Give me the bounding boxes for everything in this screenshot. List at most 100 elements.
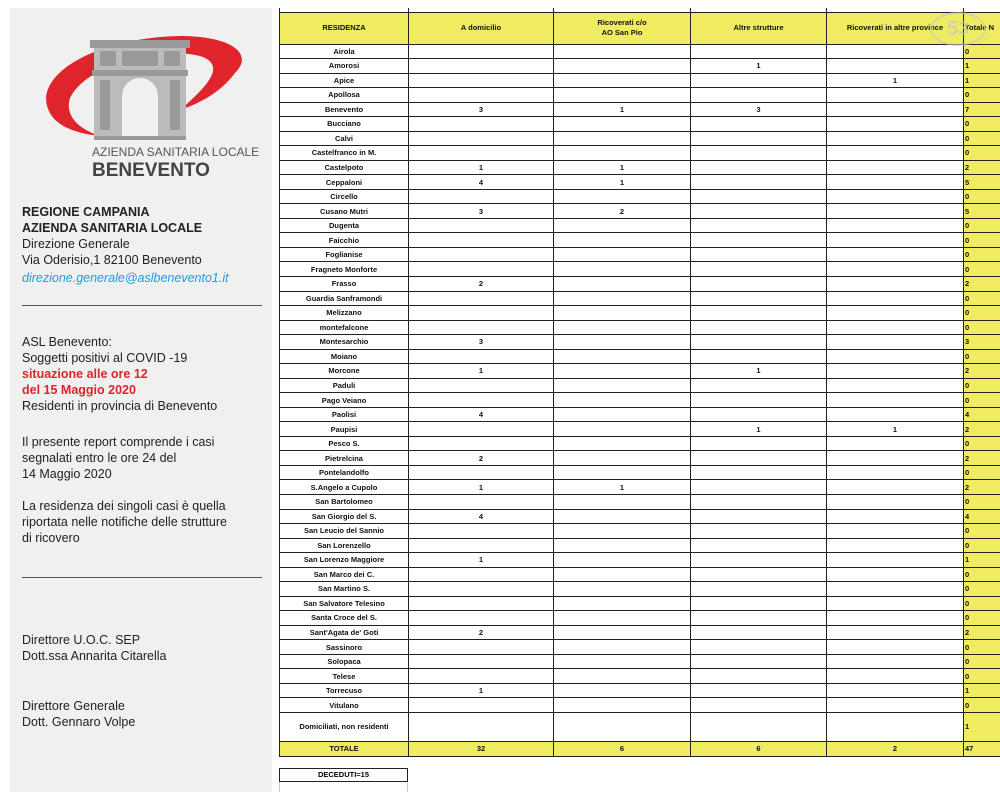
total-cell: 47: [963, 740, 1000, 757]
value-cell: 1: [553, 159, 691, 176]
value-cell: [553, 653, 691, 670]
total-cell: 0: [963, 581, 1000, 597]
value-cell: [690, 72, 827, 89]
value-cell: [826, 450, 964, 466]
value-cell: [826, 116, 964, 132]
value-cell: [553, 232, 691, 248]
value-cell: [690, 552, 827, 568]
residence-cell: Santa Croce del S.: [279, 610, 409, 626]
total-cell: 7: [963, 101, 1000, 118]
agency-name: AZIENDA SANITARIA LOCALE: [22, 221, 203, 235]
value-cell: [408, 392, 554, 408]
value-cell: [553, 508, 691, 525]
region-name: REGIONE CAMPANIA: [22, 205, 150, 219]
value-cell: [553, 217, 691, 234]
value-cell: [690, 581, 827, 597]
total-cell: 0: [963, 43, 1000, 60]
value-cell: [553, 682, 691, 699]
value-cell: [690, 159, 827, 176]
value-cell: [408, 130, 554, 147]
total-cell: 2: [963, 363, 1000, 379]
residence-cell: Pontelandolfo: [279, 464, 409, 481]
table-header: RESIDENZA A domicilio Ricoverati c/o AO Sa…: [279, 11, 1000, 45]
column-header: Altre strutture: [690, 11, 827, 45]
report-title: ASL Benevento: Soggetti positivi al COVI…: [22, 334, 217, 414]
table-row: Faicchio 0: [279, 232, 1000, 248]
value-cell: [690, 537, 827, 554]
table-row: Paupisi 1 1 2: [279, 421, 1000, 437]
residence-cell: Foglianise: [279, 246, 409, 263]
value-cell: [690, 464, 827, 481]
value-cell: [826, 435, 964, 452]
value-cell: [690, 639, 827, 655]
total-cell: 0: [963, 595, 1000, 612]
total-cell: 0: [963, 639, 1000, 655]
residence-cell: Melizzano: [279, 305, 409, 321]
value-cell: [826, 697, 964, 713]
table-row: Guardia Sanframondi 0: [279, 290, 1000, 307]
residence-note: La residenza dei singoli casi è quella r…: [22, 498, 227, 546]
value-cell: 2: [408, 276, 554, 292]
table-row: Paolisi 4 4: [279, 406, 1000, 423]
value-cell: [408, 246, 554, 263]
value-cell: [553, 58, 691, 74]
value-cell: [826, 523, 964, 539]
deceased-box-below: [279, 782, 408, 792]
total-cell: 0: [963, 566, 1000, 583]
value-cell: [553, 392, 691, 408]
value-cell: [408, 305, 554, 321]
value-cell: [553, 610, 691, 626]
value-cell: 2: [408, 450, 554, 466]
value-cell: [826, 319, 964, 336]
table-row: San Lorenzo Maggiore 1 1: [279, 552, 1000, 568]
value-cell: [826, 363, 964, 379]
total-cell: 0: [963, 392, 1000, 408]
residence-cell: Castelpoto: [279, 159, 409, 176]
value-cell: 1: [553, 479, 691, 495]
value-cell: [553, 130, 691, 147]
value-cell: 4: [408, 508, 554, 525]
residence-cell: Castelfranco in M.: [279, 145, 409, 161]
table-row: S.Angelo a Cupolo 1 1 2: [279, 479, 1000, 495]
total-cell: 0: [963, 290, 1000, 307]
value-cell: [690, 595, 827, 612]
value-cell: [553, 523, 691, 539]
note-line: 14 Maggio 2020: [22, 467, 112, 481]
table-row: Vitulano 0: [279, 697, 1000, 713]
value-cell: [826, 406, 964, 423]
total-cell: 5: [963, 174, 1000, 190]
residence-cell: Pietrelcina: [279, 450, 409, 466]
value-cell: [690, 276, 827, 292]
value-cell: 3: [690, 101, 827, 118]
value-cell: [826, 711, 964, 742]
value-cell: [826, 377, 964, 394]
value-cell: [553, 276, 691, 292]
value-cell: [690, 305, 827, 321]
value-cell: [408, 566, 554, 583]
value-cell: 1: [690, 58, 827, 74]
residence-cell: Pesco S.: [279, 435, 409, 452]
residence-cell: Vitulano: [279, 697, 409, 713]
email-link[interactable]: direzione.generale@aslbenevento1.it: [22, 271, 229, 285]
value-cell: [408, 188, 554, 205]
table-row: Pontelandolfo 0: [279, 464, 1000, 481]
value-cell: [690, 450, 827, 466]
value-cell: 1: [408, 159, 554, 176]
table-row: San Martino S. 0: [279, 581, 1000, 597]
value-cell: [553, 246, 691, 263]
total-cell: 2: [963, 479, 1000, 495]
value-cell: [826, 276, 964, 292]
value-cell: [553, 697, 691, 713]
value-cell: [408, 581, 554, 597]
deceased-count: DECEDUTI=15: [279, 768, 408, 782]
total-cell: 2: [963, 421, 1000, 437]
residence-cell: Circello: [279, 188, 409, 205]
table-row: Pesco S. 0: [279, 435, 1000, 452]
value-cell: [690, 406, 827, 423]
total-cell: 2: [963, 276, 1000, 292]
value-cell: 1: [553, 174, 691, 190]
residents-line: Residenti in provincia di Benevento: [22, 399, 218, 413]
residence-cell: San Bartolomeo: [279, 493, 409, 510]
residence-cell: Bucciano: [279, 116, 409, 132]
table-row: Moiano 0: [279, 348, 1000, 365]
